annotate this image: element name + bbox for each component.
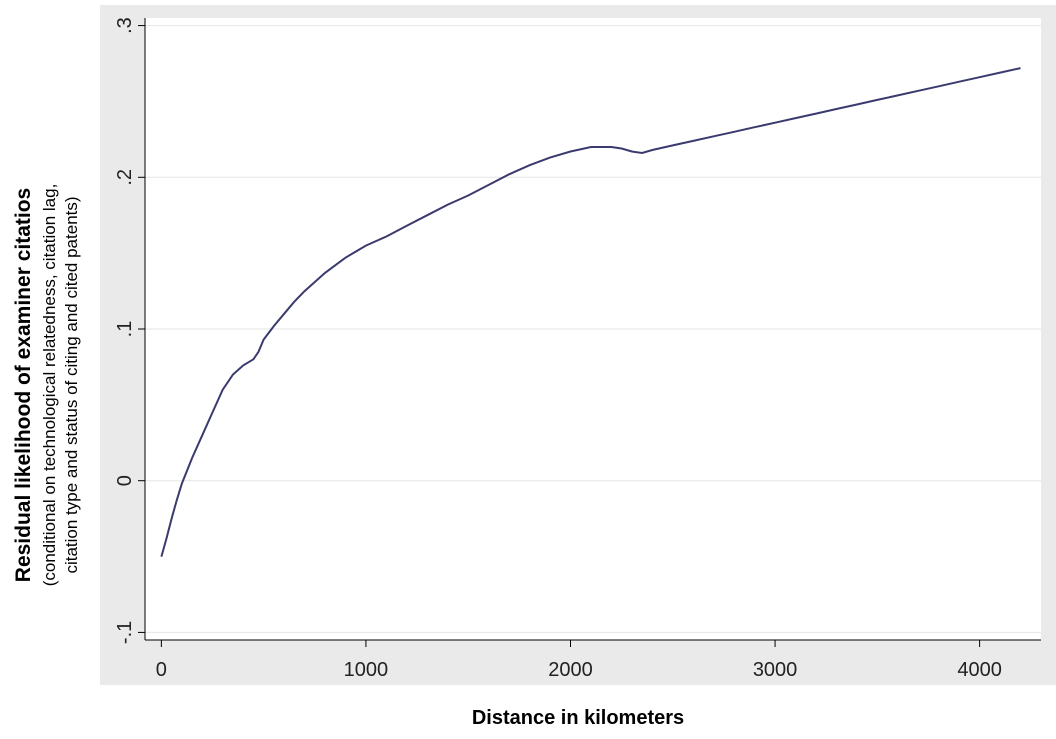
y-tick-label: .1: [114, 321, 136, 338]
x-tick-label: 3000: [753, 659, 798, 681]
x-tick-label: 1000: [344, 659, 389, 681]
y-tick-label: -.1: [114, 621, 136, 644]
series-line: [160, 67, 1021, 557]
x-tick-label: 4000: [957, 659, 1002, 681]
x-tick-label: 2000: [548, 659, 593, 681]
x-axis-ticks: 0 1000 2000 3000 4000: [156, 640, 1002, 681]
y-axis-sublabel-line1: (conditional on technological relatednes…: [40, 184, 59, 587]
y-tick-label: .2: [114, 169, 136, 186]
y-axis-sublabel-line2: citation type and status of citing and c…: [62, 196, 81, 573]
y-axis-label: Residual likelihood of examiner citatios: [12, 188, 35, 582]
y-axis-ticks: -.1 0 .1 .2 .3: [114, 17, 145, 644]
y-tick-label: 0: [114, 475, 136, 486]
x-tick-label: 0: [156, 659, 167, 681]
y-tick-label: .3: [114, 17, 136, 34]
x-axis-label: Distance in kilometers: [472, 707, 684, 729]
gridlines: [145, 25, 1041, 633]
